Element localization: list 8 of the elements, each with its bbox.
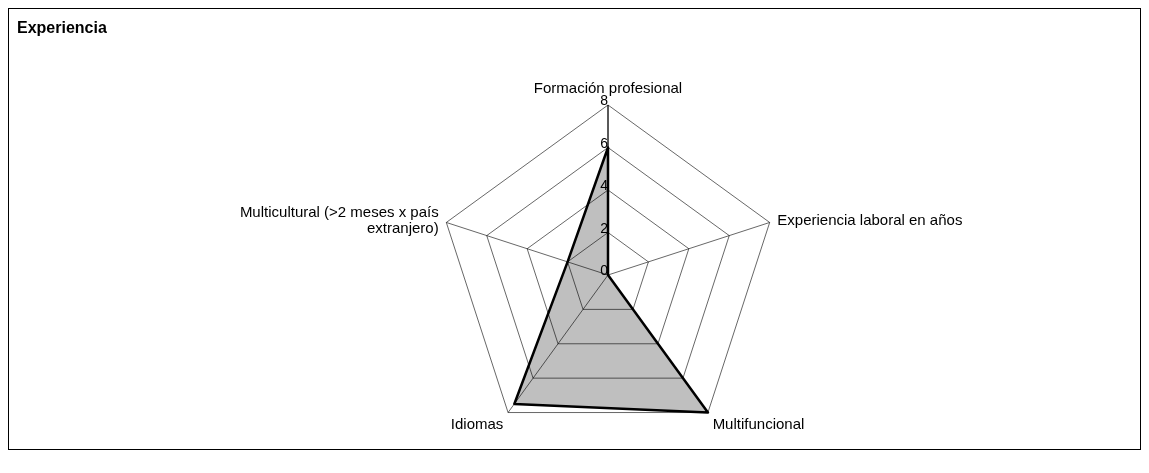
spoke-label: Experiencia laboral en años (777, 210, 963, 228)
text: Experiencia (17, 19, 107, 37)
spoke-label: Idiomas (450, 415, 504, 433)
y-tick-label: 4 (600, 177, 609, 193)
spoke-label: Multifuncional (712, 415, 805, 433)
y-tick-label: 0 (600, 262, 609, 278)
spoke-label: Multicultural (>2 meses x país extranjero) (239, 202, 439, 236)
y-tick-label: 2 (600, 219, 609, 236)
